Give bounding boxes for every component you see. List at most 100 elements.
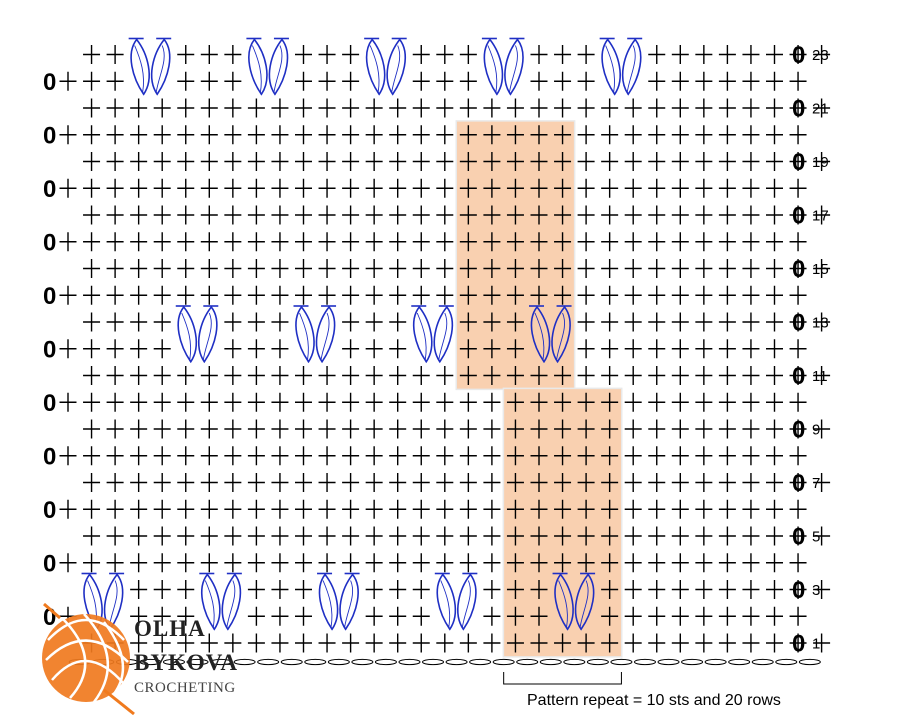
turning-chain-symbol: 0: [792, 363, 805, 390]
single-crochet-mark: [59, 339, 77, 359]
stitch-inner-line: [556, 312, 566, 360]
single-crochet-mark: [318, 392, 336, 412]
single-crochet-mark: [295, 205, 312, 225]
single-crochet-mark: [766, 446, 783, 466]
single-crochet-mark: [130, 312, 148, 332]
single-crochet-mark: [153, 606, 171, 626]
single-crochet-mark: [601, 285, 619, 305]
single-crochet-mark: [577, 45, 595, 64]
sc-row-23: [83, 45, 831, 64]
sc-row-4: [59, 553, 807, 573]
stitch-outline: [483, 38, 504, 96]
single-crochet-mark: [177, 633, 195, 653]
single-crochet-mark: [412, 98, 430, 118]
single-crochet-mark: [742, 499, 760, 519]
cluster-stitch-group: [317, 572, 360, 631]
turning-chain-symbol: 0: [792, 524, 805, 551]
single-crochet-mark: [718, 366, 736, 385]
single-crochet-mark: [106, 419, 124, 439]
single-crochet-mark: [718, 526, 736, 546]
turning-chain-symbol: 0: [43, 497, 56, 524]
single-crochet-mark: [389, 580, 407, 599]
single-crochet-mark: [412, 473, 430, 492]
single-crochet-mark: [766, 366, 783, 385]
single-crochet-mark: [483, 205, 501, 225]
single-crochet-mark: [200, 446, 218, 466]
cluster-stitch-group: [552, 572, 596, 631]
single-crochet-mark: [671, 446, 689, 466]
row-number-17: 17: [812, 208, 829, 225]
single-crochet-mark: [200, 285, 218, 305]
single-crochet-mark: [224, 71, 242, 91]
single-crochet-mark: [342, 285, 360, 305]
single-crochet-mark: [412, 606, 430, 626]
single-crochet-mark: [153, 526, 171, 546]
single-crochet-mark: [271, 419, 289, 439]
single-crochet-mark: [766, 419, 783, 439]
single-crochet-mark: [506, 366, 524, 385]
single-crochet-mark: [271, 499, 289, 519]
stitch-inner-line: [461, 580, 471, 628]
single-crochet-mark: [436, 71, 454, 91]
single-crochet-mark: [247, 178, 265, 198]
single-crochet-mark: [130, 98, 148, 118]
single-crochet-mark: [83, 125, 101, 145]
stitch-outline: [197, 305, 218, 364]
single-crochet-mark: [177, 446, 195, 466]
single-crochet-mark: [742, 419, 760, 439]
single-crochet-mark: [624, 339, 642, 359]
single-crochet-mark: [718, 499, 736, 519]
single-crochet-mark: [506, 232, 524, 252]
single-crochet-mark: [200, 232, 218, 252]
sc-row-20: [59, 125, 807, 145]
chain-stitch-mark: [162, 658, 185, 666]
single-crochet-mark: [577, 259, 595, 278]
single-crochet-mark: [766, 312, 783, 332]
single-crochet-mark: [624, 232, 642, 252]
single-crochet-mark: [671, 125, 689, 145]
single-crochet-mark: [224, 553, 242, 573]
single-crochet-mark: [365, 339, 383, 359]
single-crochet-mark: [813, 98, 831, 118]
single-crochet-mark: [671, 499, 689, 519]
single-crochet-mark: [200, 71, 218, 91]
sc-row-6: [59, 499, 807, 519]
single-crochet-mark: [718, 125, 736, 145]
single-crochet-mark: [577, 553, 595, 573]
single-crochet-mark: [766, 553, 783, 573]
single-crochet-mark: [695, 499, 713, 519]
single-crochet-mark: [83, 366, 101, 385]
cluster-stitch-group: [128, 37, 172, 96]
single-crochet-mark: [530, 633, 548, 653]
single-crochet-mark: [342, 152, 360, 171]
single-crochet-mark: [318, 45, 336, 64]
single-crochet-mark: [601, 339, 619, 359]
stitch-inner-line: [509, 45, 518, 93]
single-crochet-mark: [695, 446, 713, 466]
single-crochet-mark: [271, 553, 289, 573]
single-crochet-mark: [601, 312, 619, 332]
single-crochet-mark: [318, 71, 336, 91]
single-crochet-mark: [506, 446, 524, 466]
single-crochet-mark: [200, 45, 218, 64]
single-crochet-mark: [295, 392, 312, 412]
single-crochet-mark: [483, 312, 501, 332]
single-crochet-mark: [342, 473, 360, 492]
single-crochet-mark: [742, 606, 760, 626]
single-crochet-mark: [224, 526, 242, 546]
single-crochet-mark: [247, 98, 265, 118]
single-crochet-mark: [742, 312, 760, 332]
single-crochet-mark: [247, 526, 265, 546]
single-crochet-mark: [813, 473, 831, 492]
single-crochet-mark: [624, 606, 642, 626]
single-crochet-mark: [342, 499, 360, 519]
single-crochet-mark: [271, 473, 289, 492]
single-crochet-mark: [295, 553, 312, 573]
single-crochet-mark: [200, 366, 218, 385]
single-crochet-mark: [153, 392, 171, 412]
chain-stitch-mark: [304, 658, 327, 666]
yarn-ball-icon: [42, 602, 135, 716]
single-crochet-mark: [766, 259, 783, 278]
cluster-stitch-group: [175, 305, 219, 364]
single-crochet-mark: [695, 259, 713, 278]
